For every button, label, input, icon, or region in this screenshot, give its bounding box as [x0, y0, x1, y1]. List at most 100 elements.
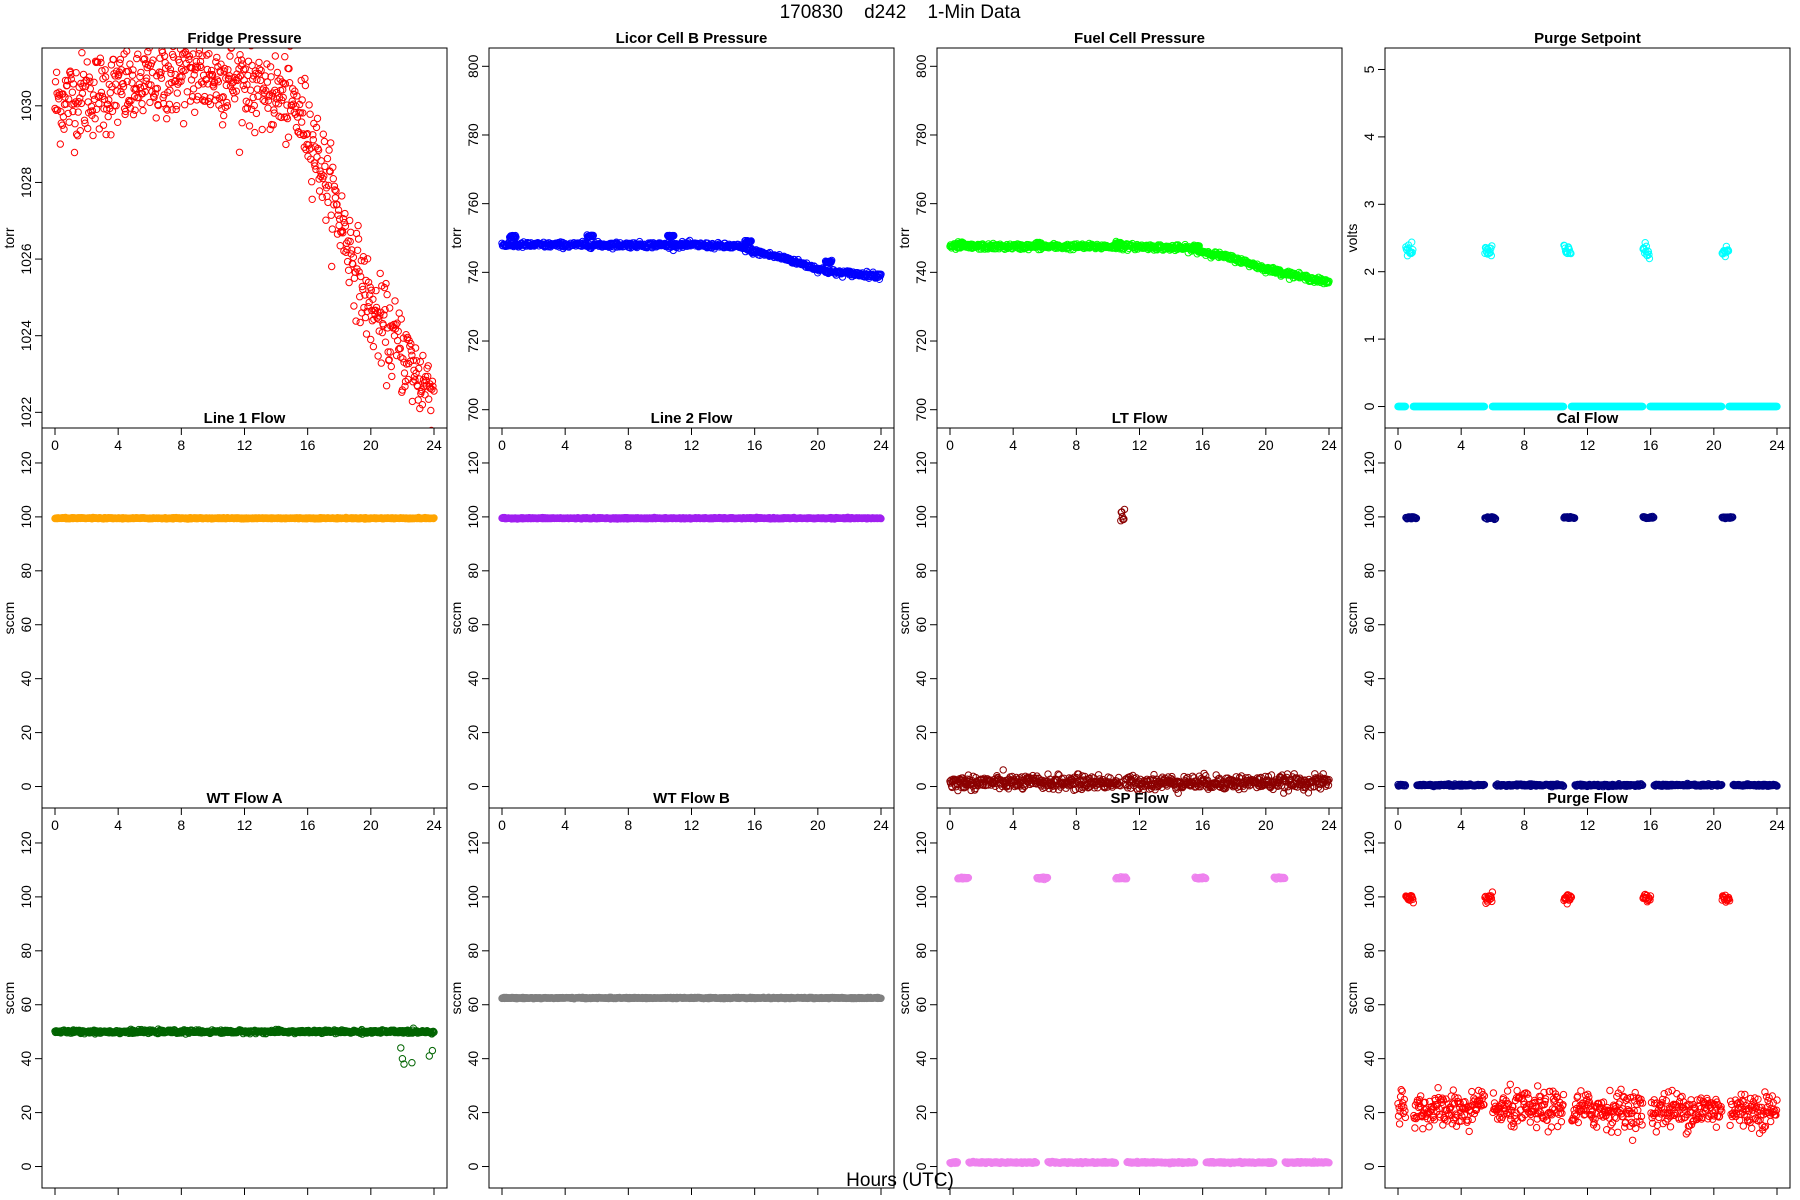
data-point [85, 73, 94, 81]
data-point [139, 106, 147, 115]
data-point [416, 358, 424, 366]
data-point [308, 178, 316, 186]
x-tick-label: 16 [1195, 817, 1211, 833]
data-point [301, 81, 310, 90]
x-tick-label: 20 [363, 437, 379, 453]
data-point [213, 76, 222, 84]
data-point [361, 291, 369, 299]
data-point [261, 97, 269, 106]
data-point [334, 211, 342, 219]
data-point [111, 80, 120, 88]
data-point [152, 114, 160, 122]
data-point [387, 362, 395, 371]
data-point [64, 77, 72, 85]
data-point [58, 121, 67, 129]
data-point [54, 92, 62, 100]
data-point [121, 110, 129, 119]
data-point [309, 131, 317, 139]
data-point [217, 105, 226, 113]
data-point [1559, 402, 1568, 411]
data-point [117, 66, 126, 74]
y-axis-label: sccm [448, 602, 464, 635]
y-tick-label: 120 [18, 451, 34, 475]
data-point [262, 86, 270, 95]
data-point [1409, 246, 1417, 254]
data-point [246, 86, 255, 94]
data-point [354, 221, 362, 230]
data-point [377, 359, 385, 367]
y-tick-label: 100 [465, 505, 481, 529]
y-axis-label: torr [896, 227, 912, 248]
data-point [179, 120, 188, 128]
data-point [235, 148, 244, 157]
data-points [51, 513, 438, 523]
x-tick-label: 20 [1258, 817, 1274, 833]
data-point [91, 115, 99, 123]
data-point [348, 246, 356, 254]
data-point [299, 109, 307, 117]
data-point [163, 115, 171, 123]
x-tick-label: 0 [946, 817, 954, 833]
y-axis-label: sccm [896, 602, 912, 635]
data-point [236, 51, 244, 59]
x-tick-label: 4 [114, 437, 122, 453]
data-point [279, 93, 287, 102]
data-point [378, 328, 386, 337]
data-point [153, 84, 162, 93]
data-point [341, 222, 350, 230]
data-point [347, 228, 355, 237]
data-point [97, 88, 106, 97]
data-point [292, 102, 300, 111]
chart-title: Purge Setpoint [1534, 30, 1641, 47]
data-point [293, 92, 301, 100]
data-point [358, 282, 366, 291]
data-point [221, 103, 230, 112]
data-point [157, 74, 166, 82]
data-point [102, 130, 110, 139]
data-point [148, 68, 157, 77]
data-point [167, 69, 175, 78]
data-point [112, 102, 120, 110]
data-points [498, 513, 885, 523]
y-tick-label: 780 [465, 123, 481, 147]
data-point [218, 121, 227, 129]
data-point [407, 339, 415, 348]
data-point [252, 109, 261, 118]
data-point [126, 104, 135, 112]
data-point [386, 348, 394, 356]
data-point [267, 73, 275, 81]
data-point [416, 404, 424, 413]
data-point [192, 62, 200, 70]
data-point [281, 80, 290, 88]
data-point [335, 215, 344, 223]
data-point [345, 278, 353, 287]
data-point [141, 88, 149, 96]
data-point [80, 116, 89, 125]
data-point [331, 186, 339, 194]
data-point [409, 378, 417, 386]
data-point [190, 71, 198, 79]
data-point [128, 71, 137, 79]
data-point [288, 101, 296, 110]
data-point [999, 766, 1007, 774]
data-point [208, 71, 217, 79]
data-point [227, 48, 236, 52]
data-point [226, 52, 234, 60]
data-point [351, 268, 360, 276]
data-point [169, 48, 177, 51]
data-point [145, 48, 154, 52]
data-point [115, 68, 124, 76]
y-tick-label: 1 [1361, 335, 1377, 343]
data-point [314, 146, 323, 154]
data-point [189, 85, 198, 93]
y-tick-label: 1026 [18, 243, 34, 274]
data-point [362, 330, 371, 338]
data-point [353, 246, 362, 255]
plot-frame [41, 47, 448, 429]
data-point [346, 237, 354, 246]
data-point [137, 68, 145, 77]
